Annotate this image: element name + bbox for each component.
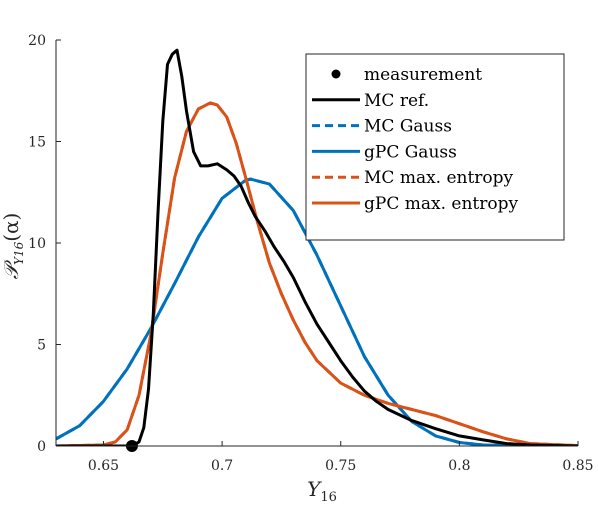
legend: measurement MC ref. MC Gauss gPC Gauss MC ma… (305, 53, 565, 241)
y-tick-label: 10 (28, 236, 46, 252)
legend-label: MC max. entropy (364, 168, 514, 188)
y-axis-label-sub: Y16 (12, 241, 26, 265)
legend-label: MC Gauss (364, 117, 452, 137)
series-line-mc-ref (56, 48, 578, 446)
y-tick-label: 20 (28, 33, 46, 49)
legend-label: MC ref. (364, 91, 429, 111)
legend-marker (331, 69, 341, 79)
y-axis-label-arg: (α) (0, 213, 23, 242)
y-tick-label: 5 (37, 338, 46, 354)
legend-box (305, 53, 565, 241)
x-tick-label: 0.7 (211, 458, 233, 474)
legend-entry: measurement (331, 65, 482, 85)
legend-entry: MC Gauss (312, 117, 452, 137)
y-tick-label: 0 (37, 439, 46, 455)
x-tick-label: 0.65 (88, 458, 119, 474)
x-axis-label-sub: 16 (320, 490, 337, 505)
y-tick-label: 15 (28, 135, 46, 151)
legend-label: gPC max. entropy (364, 194, 518, 214)
x-axis-label-main: Y (307, 477, 322, 501)
axes: 0 5 10 15 20 0.65 0.7 0.75 0.8 0.85 (28, 33, 593, 474)
series-group (56, 48, 578, 446)
legend-entry: gPC Gauss (312, 142, 457, 162)
x-tick-label: 0.8 (448, 458, 470, 474)
x-axis-label: Y16 (307, 477, 337, 505)
x-tick-label: 0.75 (325, 458, 356, 474)
legend-label: measurement (364, 65, 482, 85)
legend-entry: MC max. entropy (312, 168, 514, 188)
plot-area (56, 48, 578, 452)
legend-entry: MC ref. (312, 91, 429, 111)
legend-label: gPC Gauss (364, 142, 457, 162)
series-line-gpc-gauss (56, 177, 578, 446)
x-tick-label: 0.85 (562, 458, 593, 474)
legend-entry: gPC max. entropy (312, 194, 518, 214)
